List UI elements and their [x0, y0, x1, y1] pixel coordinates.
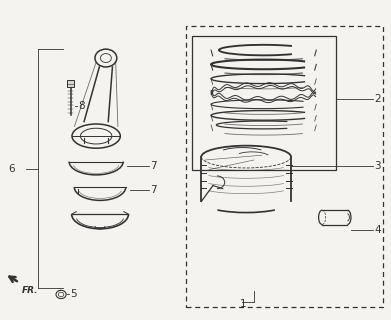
- Bar: [192, 36, 336, 170]
- Text: 1: 1: [240, 299, 247, 309]
- Text: 2: 2: [374, 94, 380, 104]
- Text: 3: 3: [374, 161, 380, 172]
- Bar: [67, 80, 74, 87]
- Text: 7: 7: [150, 161, 156, 172]
- Text: 4: 4: [374, 225, 380, 235]
- Text: FR.: FR.: [22, 286, 38, 295]
- Text: 5: 5: [70, 290, 77, 300]
- Bar: [186, 26, 382, 307]
- Text: 8: 8: [78, 101, 84, 111]
- Text: 6: 6: [9, 164, 15, 174]
- Text: 7: 7: [150, 185, 156, 195]
